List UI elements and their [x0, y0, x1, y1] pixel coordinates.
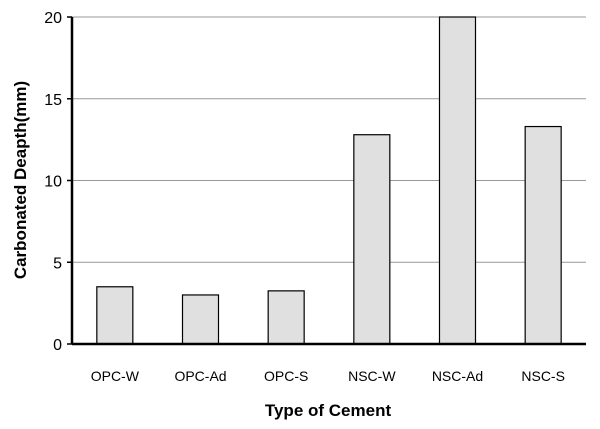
x-tick-label: OPC-S	[264, 368, 308, 384]
y-tick-label: 10	[44, 174, 62, 191]
y-axis-title: Carbonated Deapth(mm)	[11, 81, 30, 279]
bar-nsc-ad	[438, 16, 477, 345]
x-tick-label: OPC-W	[91, 368, 140, 384]
y-tick-label: 20	[44, 10, 62, 27]
gridlines	[72, 16, 586, 263]
y-tick-label: 5	[53, 255, 62, 272]
x-axis-title: Type of Cement	[265, 401, 392, 420]
x-tick-labels: OPC-W OPC-Ad OPC-S NSC-W NSC-Ad NSC-S	[91, 368, 565, 384]
y-tick-labels: 0 5 10 15 20	[44, 10, 72, 354]
x-tick-label: NSC-W	[348, 368, 396, 384]
y-tick-label: 15	[44, 92, 62, 109]
x-tick-label: OPC-Ad	[174, 368, 226, 384]
bar-opc-ad	[181, 294, 220, 345]
x-tick-label: NSC-S	[521, 368, 565, 384]
bar-nsc-w	[353, 134, 391, 345]
bar-opc-w	[96, 286, 134, 345]
bar-nsc-s	[524, 125, 562, 345]
bar-opc-s	[267, 290, 305, 345]
bars	[96, 16, 562, 345]
y-tick-label: 0	[53, 337, 62, 354]
x-tick-label: NSC-Ad	[432, 368, 483, 384]
